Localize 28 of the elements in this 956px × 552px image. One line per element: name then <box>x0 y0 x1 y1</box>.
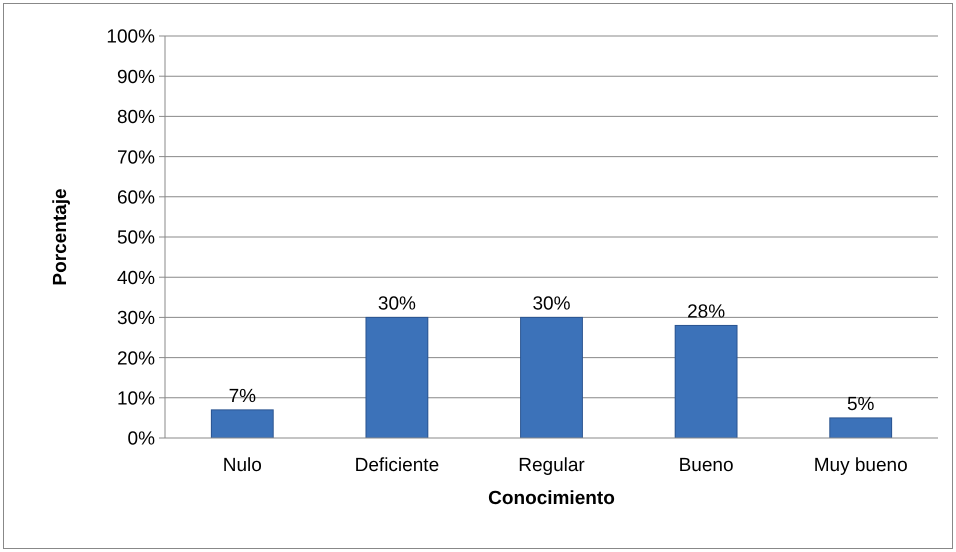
y-tick-label: 90% <box>116 66 156 88</box>
data-label: 28% <box>687 301 726 322</box>
bar <box>365 316 428 438</box>
data-label: 7% <box>228 386 256 407</box>
bar <box>210 409 274 438</box>
y-tick-label: 10% <box>116 388 156 410</box>
bar <box>520 316 583 438</box>
y-tick-label: 50% <box>116 228 156 249</box>
data-label: 30% <box>378 293 416 314</box>
y-tick-label: 70% <box>116 147 156 168</box>
y-tick-label: 40% <box>116 268 156 289</box>
y-tick-label: 80% <box>116 107 156 128</box>
y-tick-label: 0% <box>128 428 156 450</box>
x-tick-label: Deficiente <box>354 455 440 476</box>
x-tick-label: Regular <box>518 455 586 476</box>
x-tick-label: Muy bueno <box>814 455 908 476</box>
data-label: 5% <box>846 394 875 415</box>
bar <box>829 417 892 438</box>
x-tick-label: Bueno <box>678 455 734 476</box>
y-tick-label: 60% <box>116 187 156 208</box>
y-tick-label: 30% <box>116 308 156 330</box>
data-label: 30% <box>532 293 571 314</box>
y-tick-label: 100% <box>106 26 156 48</box>
x-tick-label: Nulo <box>222 455 262 476</box>
y-tick-label: 20% <box>116 348 156 370</box>
bar <box>674 324 738 438</box>
y-axis-title: Porcentaje <box>50 188 71 286</box>
x-axis-title: Conocimiento <box>488 488 615 509</box>
